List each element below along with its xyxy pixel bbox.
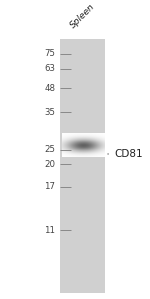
Text: 48: 48	[45, 84, 56, 93]
Text: 25: 25	[45, 145, 56, 154]
Text: 20: 20	[45, 160, 56, 169]
FancyBboxPatch shape	[60, 39, 105, 293]
Text: 75: 75	[45, 49, 56, 58]
Text: Spleen: Spleen	[68, 2, 97, 30]
Text: 63: 63	[45, 64, 56, 73]
Text: 17: 17	[45, 182, 56, 191]
Text: CD81: CD81	[108, 149, 143, 159]
Text: 35: 35	[45, 108, 56, 117]
Text: 11: 11	[45, 226, 56, 235]
